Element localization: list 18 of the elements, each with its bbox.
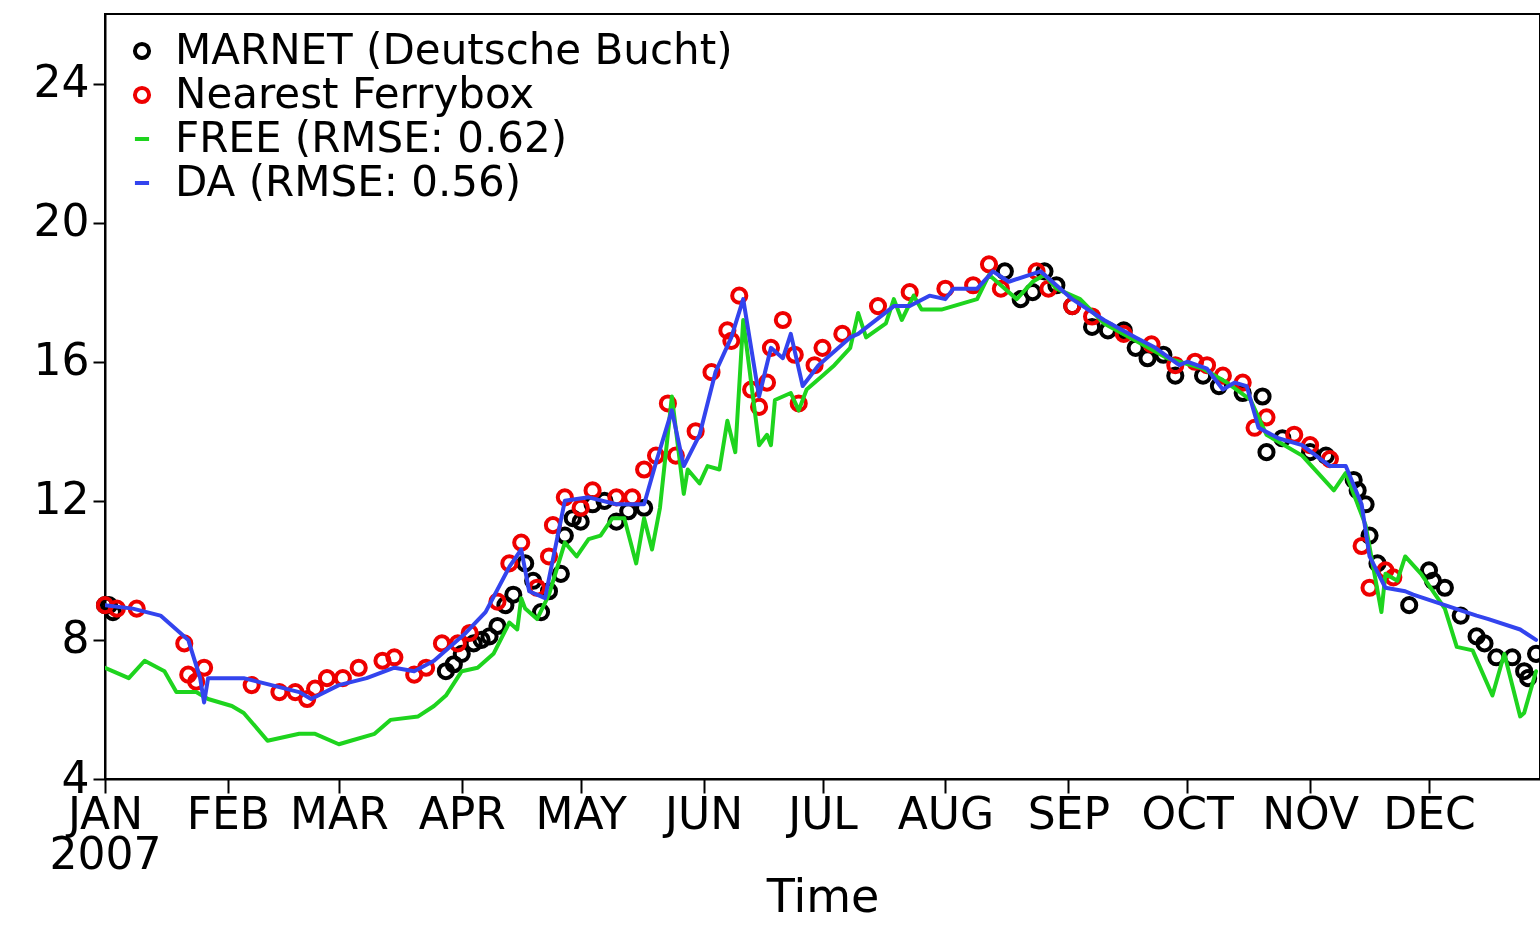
x-tick-label: APR: [418, 787, 506, 839]
x-tick-label: OCT: [1141, 787, 1234, 839]
x-tick-label: FEB: [186, 787, 271, 839]
x-tick-label: MAR: [290, 787, 389, 839]
y-tick-label: 20: [33, 195, 90, 247]
legend-label: DA (RMSE: 0.56): [175, 157, 522, 206]
x-tick-label: NOV: [1262, 787, 1360, 839]
x-tick-label: AUG: [897, 787, 995, 839]
x-tick-label: DEC: [1383, 787, 1476, 839]
x-axis-title: Time: [765, 868, 880, 923]
y-tick-label: 12: [33, 473, 90, 525]
x-tick-label: MAY: [535, 787, 628, 839]
y-tick-label: 8: [61, 612, 90, 664]
y-tick-label: 24: [33, 56, 90, 108]
x-tick-label: JUL: [785, 787, 859, 839]
y-tick-label: 16: [33, 334, 90, 386]
x-tick-label: JUN: [662, 787, 744, 839]
x-tick-label: SEP: [1027, 787, 1110, 839]
